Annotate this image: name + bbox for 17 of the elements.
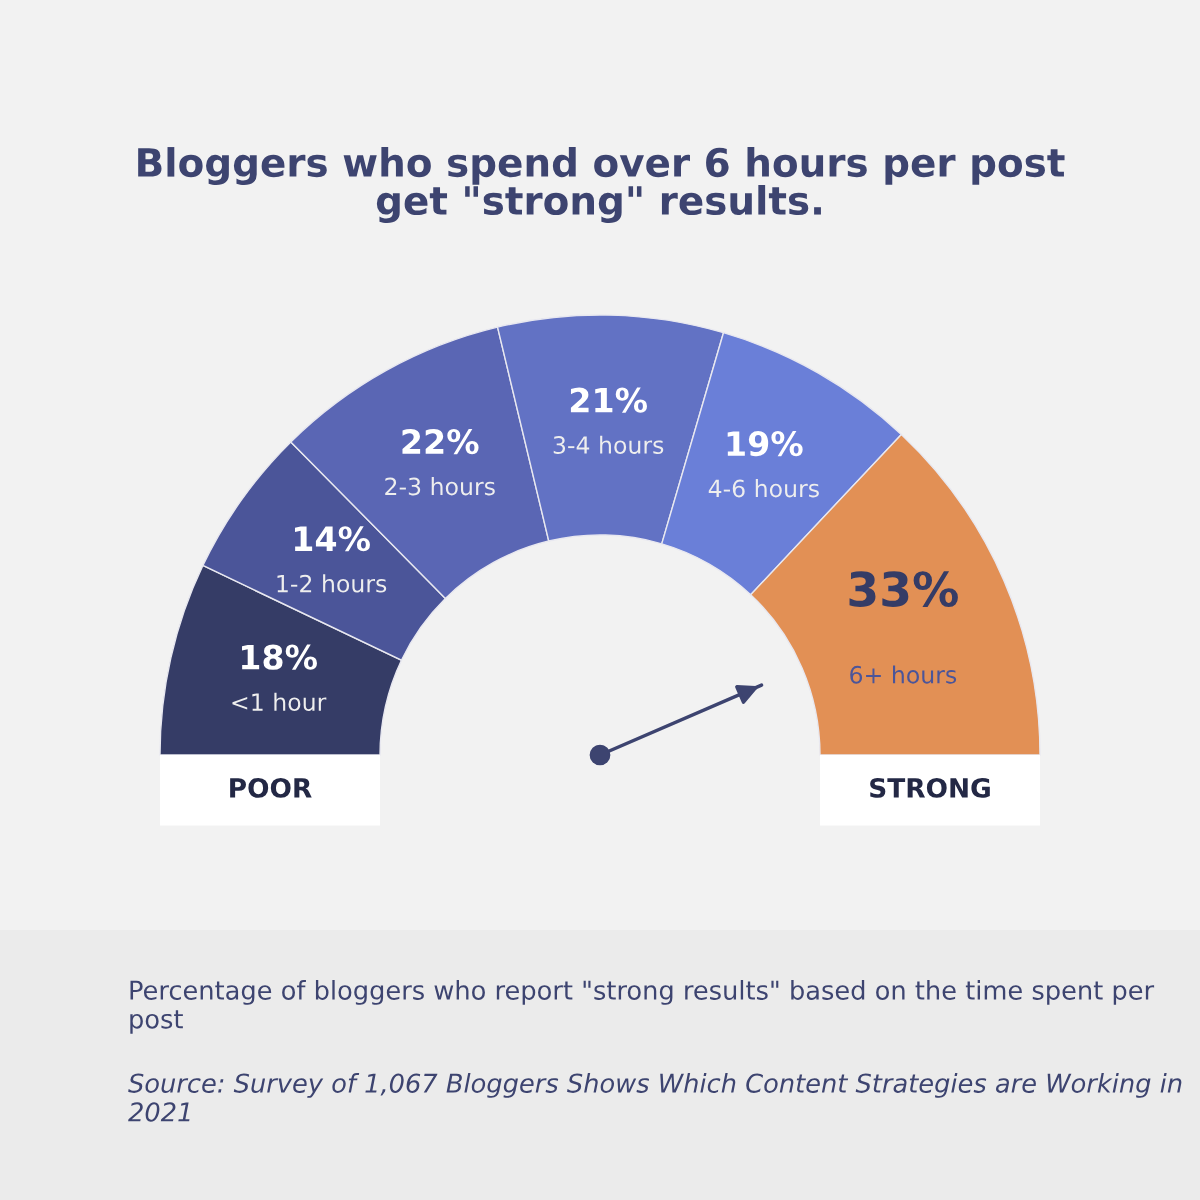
slice-label: 4-6 hours: [708, 479, 819, 498]
chart-title: Bloggers who spend over 6 hours per post get "strong" results.: [138, 147, 1065, 223]
slice-label: 3-4 hours: [553, 435, 664, 454]
data-label: 33%: [849, 571, 958, 607]
slice-label: 2-3 hours: [385, 477, 495, 496]
text: Percentage of bloggers who report "strong results" based on the time spent per post: [130, 980, 1155, 1034]
slice-label: 6+ hours: [850, 665, 957, 684]
data-label: 14%: [294, 526, 370, 552]
text: STRONG: [870, 777, 990, 798]
text: POOR: [230, 777, 312, 798]
data-label: 19%: [727, 430, 803, 457]
source-note: Source: Survey of 1,067 Bloggers Shows Which Content Strategies are Working in 2021: [128, 1073, 1182, 1122]
slice-label: 1-2 hours: [277, 574, 387, 593]
slice-label: <1 hour: [232, 692, 327, 711]
data-label: 21%: [570, 387, 647, 413]
data-label: 18%: [242, 644, 317, 670]
data-label: 22%: [402, 428, 479, 455]
